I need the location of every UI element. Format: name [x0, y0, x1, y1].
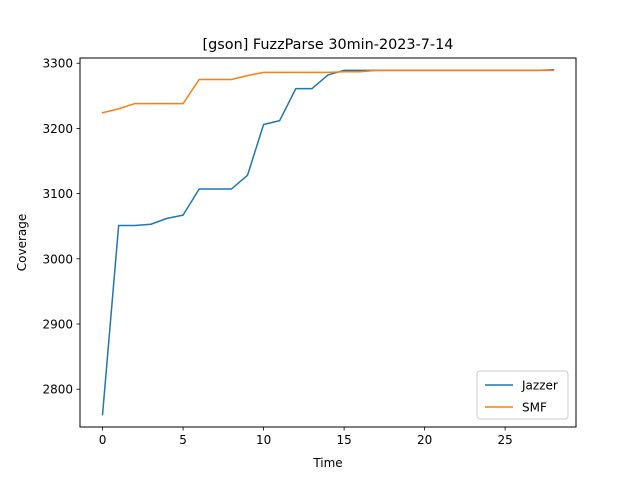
y-tick-label: 2800 — [42, 383, 73, 397]
plot-area — [101, 68, 555, 416]
x-axis: 0 5 10 15 20 25 — [99, 427, 513, 447]
legend: Jazzer SMF — [476, 370, 569, 420]
y-tick-label: 3000 — [42, 252, 73, 266]
x-tick-label: 10 — [256, 433, 271, 447]
x-tick-label: 15 — [336, 433, 351, 447]
plot-frame — [79, 57, 577, 428]
x-tick-label: 0 — [99, 433, 107, 447]
y-axis-label: Coverage — [15, 214, 29, 272]
y-tick-label: 3100 — [42, 187, 73, 201]
series-line-smf — [101, 69, 555, 114]
y-axis: 2800 2900 3000 3100 3200 3300 — [42, 57, 80, 397]
y-tick-label: 3300 — [42, 57, 73, 71]
chart-title: [gson] FuzzParse 30min-2023-7-14 — [203, 37, 454, 53]
x-tick-label: 20 — [417, 433, 432, 447]
x-axis-label: Time — [312, 456, 342, 470]
y-tick-label: 2900 — [42, 317, 73, 331]
legend-label: SMF — [522, 401, 547, 415]
x-tick-label: 5 — [179, 433, 187, 447]
y-tick-label: 3200 — [42, 122, 73, 136]
x-tick-label: 25 — [498, 433, 513, 447]
legend-label: Jazzer — [521, 379, 558, 393]
